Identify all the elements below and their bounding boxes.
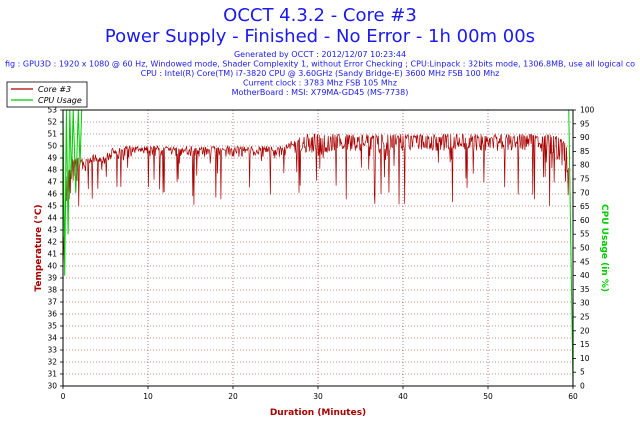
y2-tick-label: 65 bbox=[580, 202, 590, 211]
y2-tick-label: 55 bbox=[580, 230, 590, 239]
info-lines: Generated by OCCT : 2012/12/07 10:23:44f… bbox=[5, 50, 635, 97]
left-axis: 30 31 32 33 34 35 36 37 38 39 40 41 42 43 44 45 46 47 48 49… bbox=[47, 106, 63, 391]
y2-tick-label: 50 bbox=[580, 244, 590, 253]
y-tick-label: 49 bbox=[47, 154, 57, 163]
y-tick-label: 39 bbox=[47, 274, 57, 283]
y2-tick-label: 5 bbox=[580, 368, 585, 377]
grid bbox=[62, 109, 574, 387]
y-axis-label: Temperature (°C) bbox=[34, 204, 44, 291]
plot-area: 30 31 32 33 34 35 36 37 38 39 40 41 42 43 44 45 46 47 48 49… bbox=[47, 106, 594, 402]
info-line: CPU : Intel(R) Core(TM) i7-3820 CPU @ 3.… bbox=[141, 69, 500, 78]
legend: Core #3 CPU Usage bbox=[6, 81, 88, 108]
info-line: Current clock : 3783 Mhz FSB 105 Mhz bbox=[243, 79, 397, 88]
x-tick-label: 30 bbox=[313, 392, 323, 401]
y2-tick-label: 10 bbox=[580, 354, 590, 363]
y2-tick-label: 75 bbox=[580, 175, 590, 184]
legend-box bbox=[6, 81, 88, 108]
y2-tick-label: 30 bbox=[580, 299, 590, 308]
y2-tick-label: 90 bbox=[580, 133, 590, 142]
y2-tick-label: 0 bbox=[580, 382, 585, 391]
y2-tick-label: 40 bbox=[580, 271, 590, 280]
y-tick-label: 44 bbox=[47, 214, 57, 223]
y2-tick-label: 25 bbox=[580, 313, 590, 322]
y-tick-label: 30 bbox=[47, 382, 57, 391]
y-tick-label: 42 bbox=[47, 238, 57, 247]
y2-tick-label: 35 bbox=[580, 285, 590, 294]
x-tick-label: 40 bbox=[398, 392, 408, 401]
y2-tick-label: 70 bbox=[580, 188, 590, 197]
x-tick-label: 60 bbox=[568, 392, 578, 401]
y-tick-label: 47 bbox=[47, 178, 57, 187]
y-tick-label: 45 bbox=[47, 202, 57, 211]
y-tick-label: 50 bbox=[47, 142, 57, 151]
y2-tick-label: 45 bbox=[580, 257, 590, 266]
y-tick-label: 35 bbox=[47, 322, 57, 331]
y-tick-label: 53 bbox=[47, 106, 57, 115]
legend-label-core3: Core #3 bbox=[38, 85, 71, 94]
y-tick-label: 46 bbox=[47, 190, 57, 199]
y-tick-label: 52 bbox=[47, 118, 57, 127]
y-tick-label: 34 bbox=[47, 334, 57, 343]
x-tick-label: 10 bbox=[143, 392, 153, 401]
y2-tick-label: 20 bbox=[580, 326, 590, 335]
x-tick-label: 0 bbox=[61, 392, 66, 401]
y-tick-label: 48 bbox=[47, 166, 57, 175]
y-tick-label: 41 bbox=[47, 250, 57, 259]
bottom-axis: 0 10 20 30 40 50 60 bbox=[61, 386, 578, 401]
y-tick-label: 43 bbox=[47, 226, 57, 235]
right-axis: 0 5 10 15 20 25 30 35 40 45 50 55 60 65 70 75 80 85 90 95 10… bbox=[573, 106, 595, 391]
chart-subtitle: Power Supply - Finished - No Error - 1h … bbox=[105, 26, 535, 47]
x-tick-label: 50 bbox=[483, 392, 493, 401]
info-line: MotherBoard : MSI: X79MA-GD45 (MS-7738) bbox=[232, 88, 409, 97]
info-line: fig : GPU3D : 1920 x 1080 @ 60 Hz, Windo… bbox=[5, 60, 635, 69]
y-tick-label: 32 bbox=[47, 358, 57, 367]
y2-axis-label: CPU Usage (in %) bbox=[599, 204, 609, 292]
y-tick-label: 33 bbox=[47, 346, 57, 355]
y2-tick-label: 85 bbox=[580, 147, 590, 156]
y-tick-label: 40 bbox=[47, 262, 57, 271]
y-tick-label: 36 bbox=[47, 310, 57, 319]
y-tick-label: 31 bbox=[47, 370, 57, 379]
y-tick-label: 51 bbox=[47, 130, 57, 139]
y-tick-label: 37 bbox=[47, 298, 57, 307]
x-axis-label: Duration (Minutes) bbox=[270, 408, 366, 418]
series-line-core3 bbox=[62, 132, 570, 269]
x-tick-label: 20 bbox=[228, 392, 238, 401]
y2-tick-label: 80 bbox=[580, 161, 590, 170]
y2-tick-label: 15 bbox=[580, 340, 590, 349]
chart-title: OCCT 4.3.2 - Core #3 bbox=[223, 5, 417, 26]
info-line: Generated by OCCT : 2012/12/07 10:23:44 bbox=[234, 50, 406, 59]
y-tick-label: 38 bbox=[47, 286, 57, 295]
y2-tick-label: 100 bbox=[580, 106, 595, 115]
y2-tick-label: 60 bbox=[580, 216, 590, 225]
legend-label-cpu-usage: CPU Usage bbox=[38, 96, 82, 105]
y2-tick-label: 95 bbox=[580, 119, 590, 128]
